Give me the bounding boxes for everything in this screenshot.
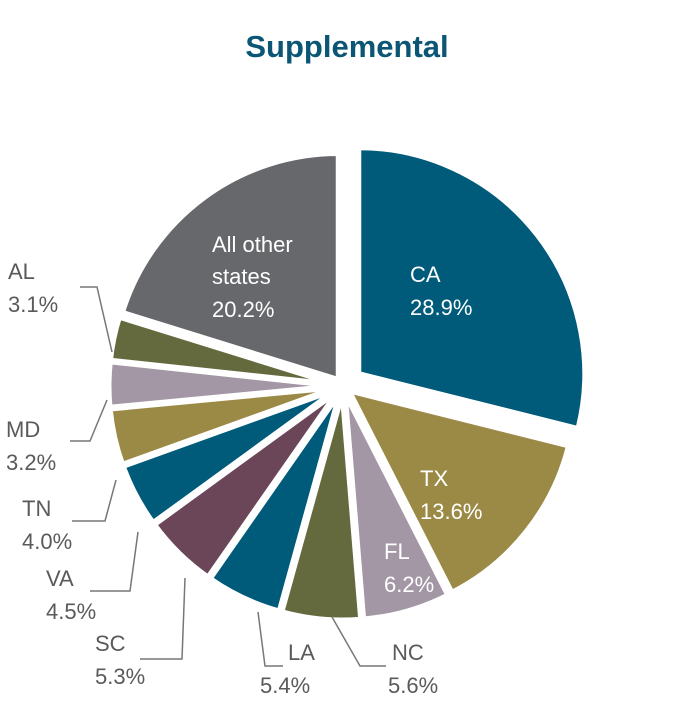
label-ca-value: 28.9% [410,295,472,320]
label-va-value: 4.5% [46,599,96,624]
label-la-value: 5.4% [260,673,310,698]
label-fl-name: FL [384,539,410,564]
label-fl-value: 6.2% [384,572,434,597]
label-tx-value: 13.6% [420,499,482,524]
label-md-value: 3.2% [6,450,56,475]
label-la-name: LA [288,640,315,665]
label-sc-value: 5.3% [95,664,145,689]
label-md-name: MD [6,417,40,442]
label-tn-name: TN [22,496,51,521]
chart-title: Supplemental [245,29,448,64]
label-other-name-2: states [212,264,271,289]
pie-slice-sc [152,389,340,580]
label-ca-name: CA [410,262,441,287]
pie-slice-nc [279,391,364,623]
pie-slice-al [107,314,338,387]
leader-line-nc [331,616,386,667]
label-nc-value: 5.6% [388,673,438,698]
pie-slices [106,145,588,623]
leader-line-va [90,531,139,592]
leader-line-md [70,399,108,442]
pie-slice-tx [346,388,572,595]
label-al-name: AL [8,259,35,284]
label-other-name-1: All other [212,232,293,257]
leader-line-al [80,286,113,353]
leader-line-la [257,611,283,667]
label-al-value: 3.1% [8,292,58,317]
pie-slice-la [207,390,343,614]
label-other-value: 20.2% [212,297,274,322]
pie-slice-ca [356,145,588,432]
pie-slice-fl [342,391,451,622]
leader-line-sc [140,577,186,660]
label-tx-name: TX [420,466,448,491]
label-tn-value: 4.0% [22,529,72,554]
pie-slice-all-other-states [119,151,341,383]
label-sc-name: SC [95,631,126,656]
label-va-name: VA [46,566,74,591]
label-nc-name: NC [392,640,424,665]
leader-line-tn [72,479,117,522]
